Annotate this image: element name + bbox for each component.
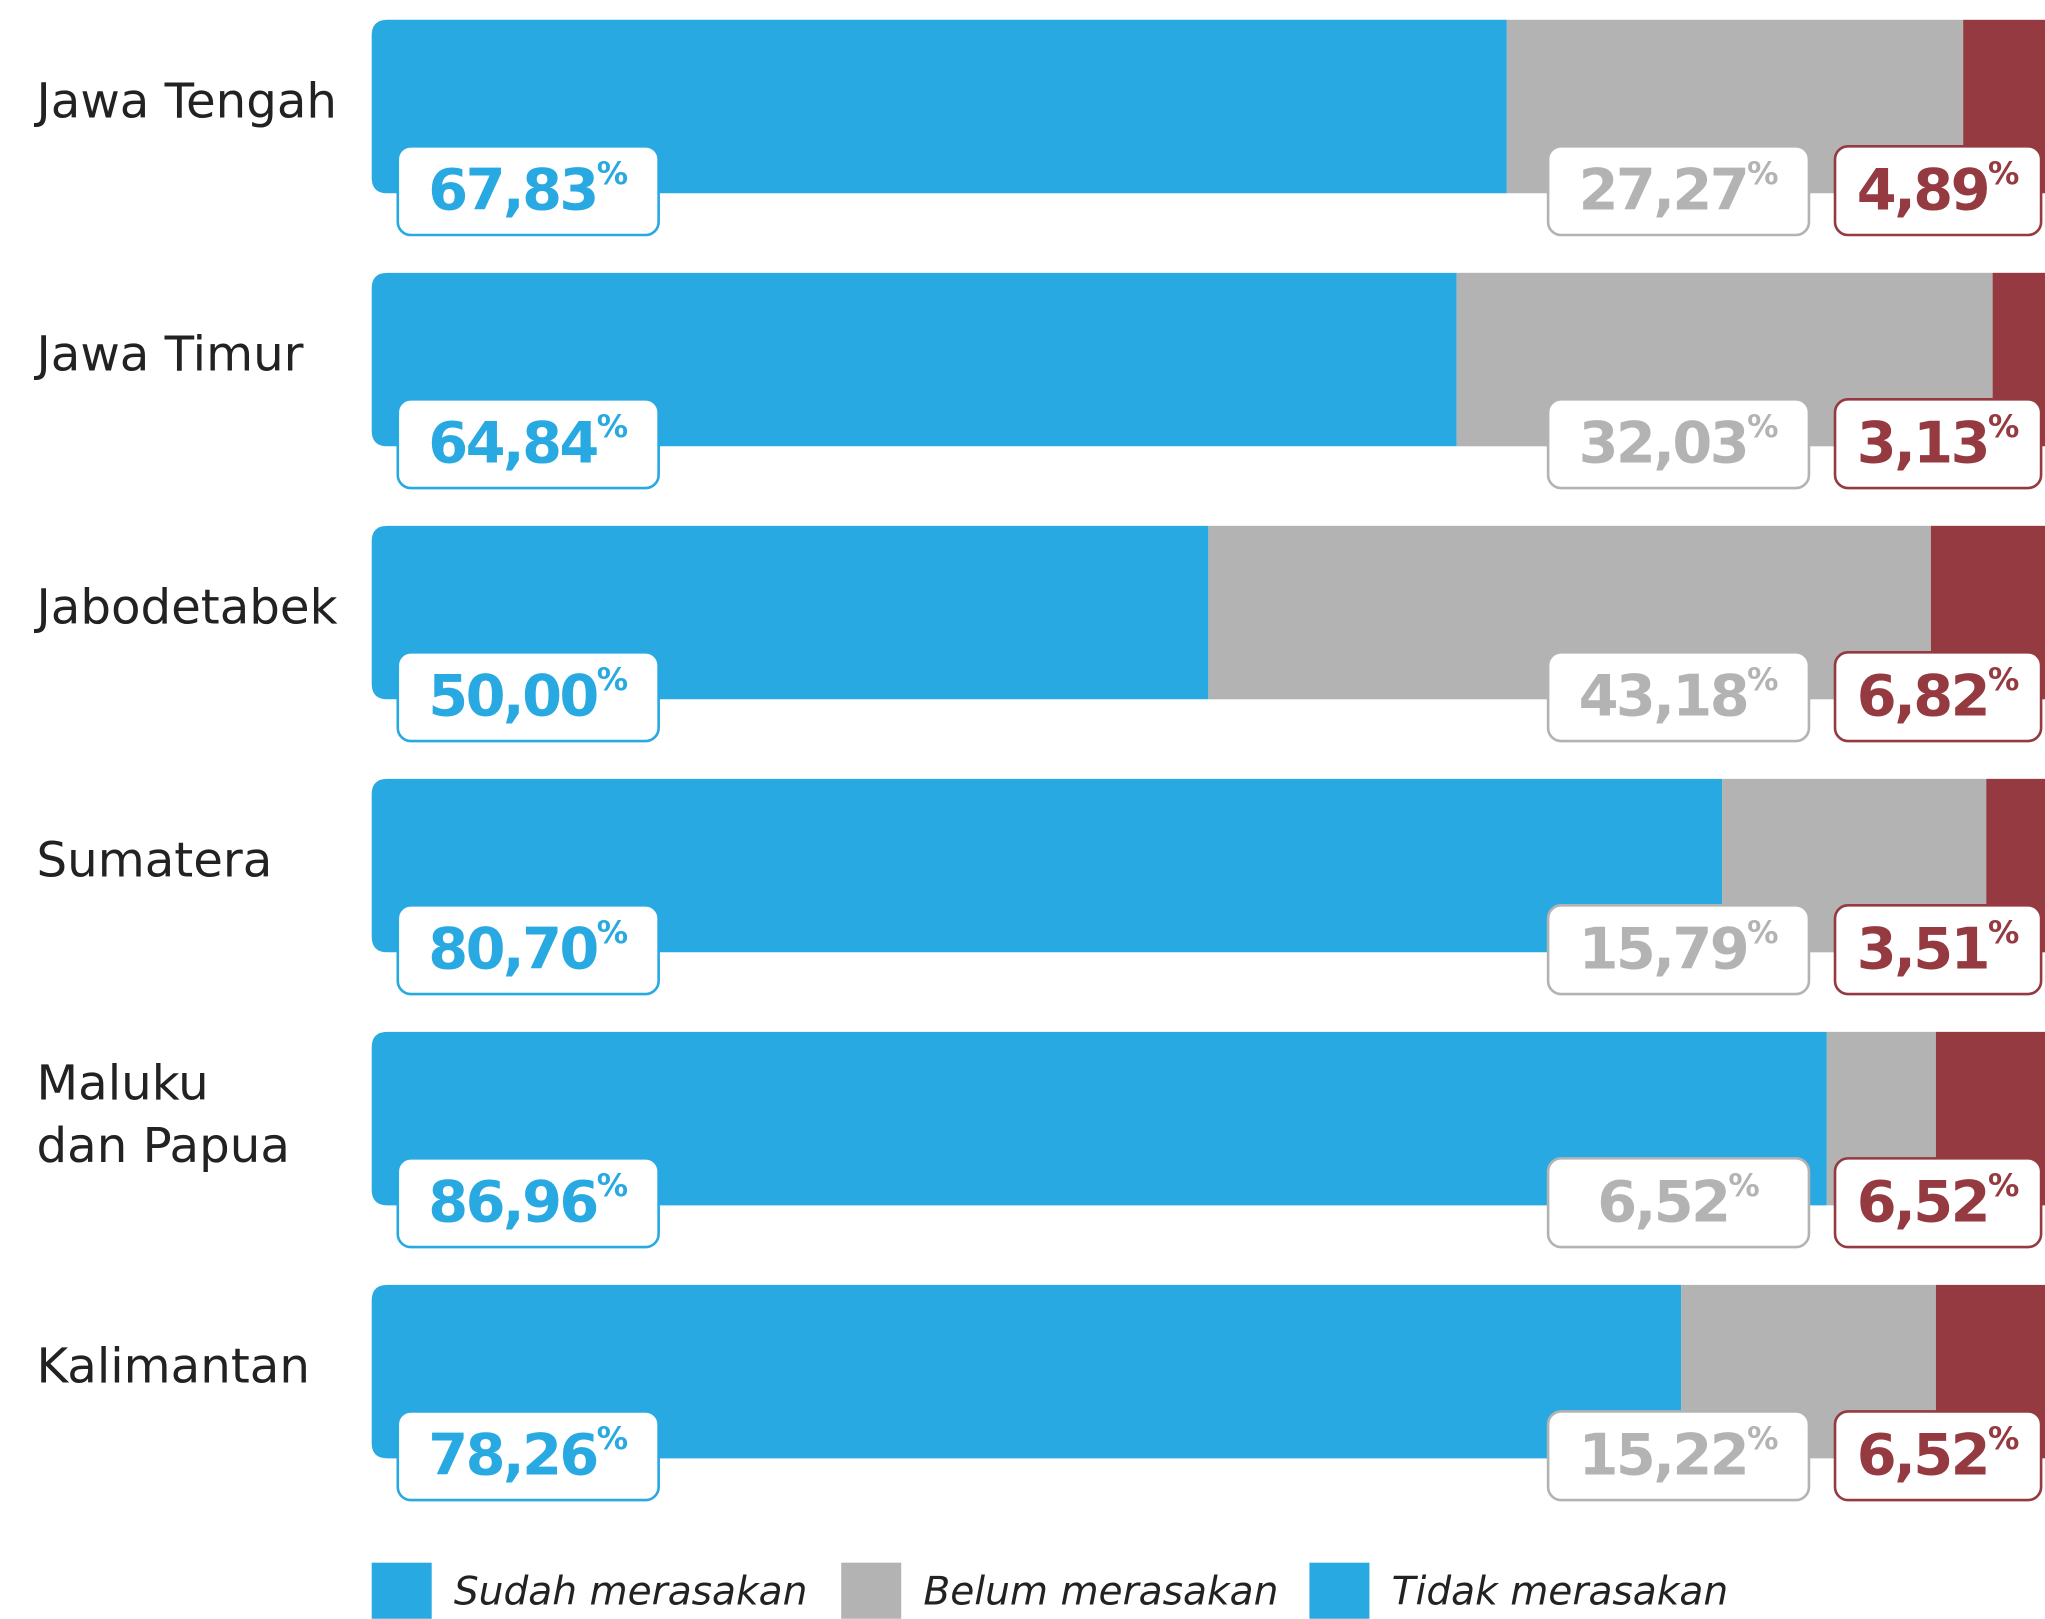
legend-label: Belum merasakan — [923, 1569, 1278, 1614]
legend-swatch — [371, 1562, 432, 1619]
value-label-box — [396, 651, 660, 743]
value-label: 78,26% — [428, 1421, 628, 1488]
value-label-box — [1833, 398, 2043, 490]
value-label-box — [1833, 145, 2043, 237]
value-label: 43,18% — [1579, 662, 1779, 729]
value-label-box — [1833, 1410, 2043, 1502]
legend-swatch — [841, 1562, 902, 1619]
value-label-box — [1546, 1410, 1811, 1502]
value-label-box — [396, 145, 660, 237]
value-label-box — [1546, 1157, 1811, 1249]
value-label-box — [1546, 651, 1811, 743]
value-label: 6,52% — [1857, 1421, 2020, 1488]
value-label-box — [396, 904, 660, 996]
value-label: 80,70% — [428, 915, 628, 982]
value-label: 6,52% — [1857, 1168, 2020, 1235]
value-label: 6,52% — [1597, 1168, 1760, 1235]
value-label-box — [1546, 398, 1811, 490]
category-label: Maluku dan Papua — [37, 1056, 290, 1175]
value-label: 27,27% — [1579, 156, 1779, 223]
value-label-box — [396, 1157, 660, 1249]
bar-segment — [371, 1031, 1827, 1206]
value-label: 6,82% — [1857, 662, 2020, 729]
category-label: Sumatera — [37, 833, 273, 889]
value-label-box — [1546, 904, 1811, 996]
category-label: Jawa Tengah — [34, 74, 337, 130]
value-label: 67,83% — [428, 156, 628, 223]
value-label: 3,13% — [1857, 409, 2020, 476]
legend-swatch — [1309, 1562, 1370, 1619]
category-label: Jawa Timur — [34, 327, 304, 383]
category-label: Jabodetabek — [34, 580, 338, 636]
value-label-box — [1833, 651, 2043, 743]
value-label-box — [396, 398, 660, 490]
bar-segment — [371, 778, 1723, 953]
value-label-box — [1833, 1157, 2043, 1249]
value-label: 3,51% — [1857, 915, 2020, 982]
value-label-box — [1833, 904, 2043, 996]
value-label: 32,03% — [1579, 409, 1779, 476]
value-label: 50,00% — [428, 662, 628, 729]
category-label: Kalimantan — [37, 1339, 310, 1395]
value-label: 64,84% — [428, 409, 628, 476]
value-label-box — [396, 1410, 660, 1502]
legend-label: Tidak merasakan — [1392, 1569, 1729, 1614]
value-label: 15,79% — [1579, 915, 1779, 982]
value-label: 4,89% — [1857, 156, 2020, 223]
bar-segment — [371, 1284, 1682, 1459]
value-label: 15,22% — [1579, 1421, 1779, 1488]
legend-label: Sudah merasakan — [454, 1569, 808, 1614]
value-label: 86,96% — [428, 1168, 628, 1235]
value-label-box — [1546, 145, 1811, 237]
